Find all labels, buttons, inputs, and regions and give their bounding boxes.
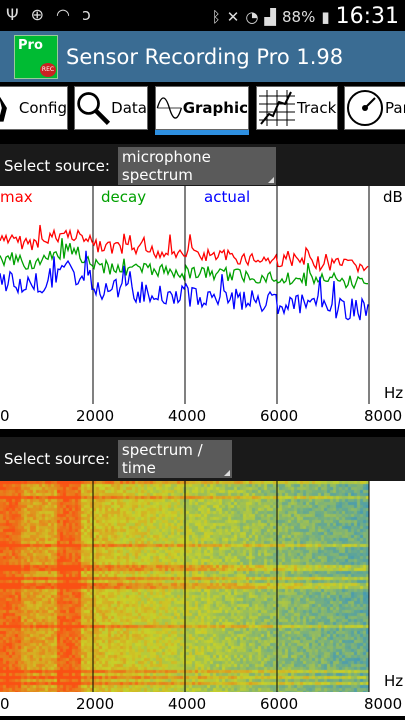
y-unit-label: dB: [383, 188, 403, 206]
divider: [0, 429, 405, 437]
x-tick-label: 0: [0, 407, 10, 425]
x-tick-label: 2000: [76, 407, 115, 425]
waterfall-plot[interactable]: Hz: [0, 481, 405, 692]
sine-wave-icon: [156, 97, 183, 119]
x-unit-label: Hz: [384, 384, 404, 402]
wifi-calling-icon: ◠: [56, 5, 70, 24]
waterfall-source-value: spectrum / time: [121, 441, 203, 477]
battery-icon: ▮: [321, 7, 330, 26]
wrench-icon: [0, 96, 7, 122]
signal-off-icon: ↄ: [81, 5, 91, 24]
legend-actual: actual: [204, 188, 251, 206]
waterfall-gridlines: [92, 481, 370, 692]
spectrum-source-label: Select source:: [4, 157, 110, 175]
waterfall-x-axis: 0 2000 4000 6000 8000: [0, 692, 405, 716]
mute-icon: ✕: [226, 7, 240, 26]
tab-par-label: Par: [385, 99, 405, 117]
bottom-edge: [0, 716, 405, 720]
x-tick-label: 4000: [168, 695, 207, 713]
series-decay-line: [0, 238, 369, 290]
gauge-icon: [347, 90, 383, 126]
series-max-line: [0, 224, 369, 274]
waterfall-source-label: Select source:: [4, 450, 110, 468]
tab-data[interactable]: Data: [74, 86, 148, 130]
clock: 16:31: [335, 4, 399, 29]
tab-par[interactable]: Par: [344, 86, 405, 130]
active-tab-indicator: [155, 130, 249, 135]
waterfall-x-unit-label: Hz: [384, 672, 404, 690]
x-tick-label: 2000: [76, 695, 115, 713]
tab-data-label: Data: [111, 99, 147, 117]
spectrum-source-value: microphone spectrum: [121, 148, 211, 184]
x-tick-label: 8000: [364, 407, 403, 425]
tab-track-label: Track: [297, 99, 337, 117]
x-tick-label: 4000: [168, 407, 207, 425]
app-icon[interactable]: Pro REC: [14, 34, 58, 79]
spectrum-x-axis: 0 2000 4000 6000 8000: [0, 404, 405, 429]
app-icon-text: Pro: [18, 37, 43, 53]
x-tick-label: 6000: [260, 407, 299, 425]
battery-text: 88%: [281, 7, 316, 26]
x-tick-label: 6000: [260, 695, 299, 713]
app-bar: Pro REC Sensor Recording Pro 1.98: [0, 31, 405, 82]
cell-signal-icon: ▟: [264, 7, 276, 26]
series-actual-line: [0, 250, 369, 321]
tab-graphic[interactable]: Graphic: [155, 86, 249, 130]
spectrum-source-row: Select source: microphone spectrum: [0, 144, 405, 188]
waterfall-source-row: Select source: spectrum / time: [0, 437, 405, 481]
divider: [0, 135, 405, 146]
gps-icon: ⊕: [30, 5, 44, 24]
status-bar: Ψ ⊕ ◠ ↄ ᛒ ✕ ◔ ▟ 88% ▮ 16:31: [0, 0, 405, 31]
spectrum-plot[interactable]: max decay actual dB Hz: [0, 186, 405, 404]
usb-icon: Ψ: [6, 5, 19, 24]
x-tick-label: 0: [0, 695, 10, 713]
legend-decay: decay: [101, 188, 147, 206]
x-tick-label: 8000: [364, 695, 403, 713]
track-chart-icon: [259, 90, 295, 126]
tab-track[interactable]: Track: [256, 86, 338, 130]
magnifier-icon: [77, 92, 111, 125]
spectrum-source-select[interactable]: microphone spectrum: [117, 147, 276, 185]
app-title: Sensor Recording Pro 1.98: [66, 44, 344, 69]
tab-config[interactable]: Config: [0, 86, 68, 130]
tab-graphic-label: Graphic: [182, 99, 248, 117]
tab-config-label: Config: [18, 99, 67, 117]
wifi-icon: ◔: [245, 7, 259, 26]
spectrum-chart: [0, 186, 370, 404]
tab-bar: Config Data Graphic Track Par: [0, 82, 405, 135]
app-icon-rec: REC: [40, 62, 56, 77]
bluetooth-icon: ᛒ: [211, 7, 221, 26]
waterfall-source-select[interactable]: spectrum / time: [117, 440, 232, 478]
legend-max: max: [0, 188, 33, 206]
